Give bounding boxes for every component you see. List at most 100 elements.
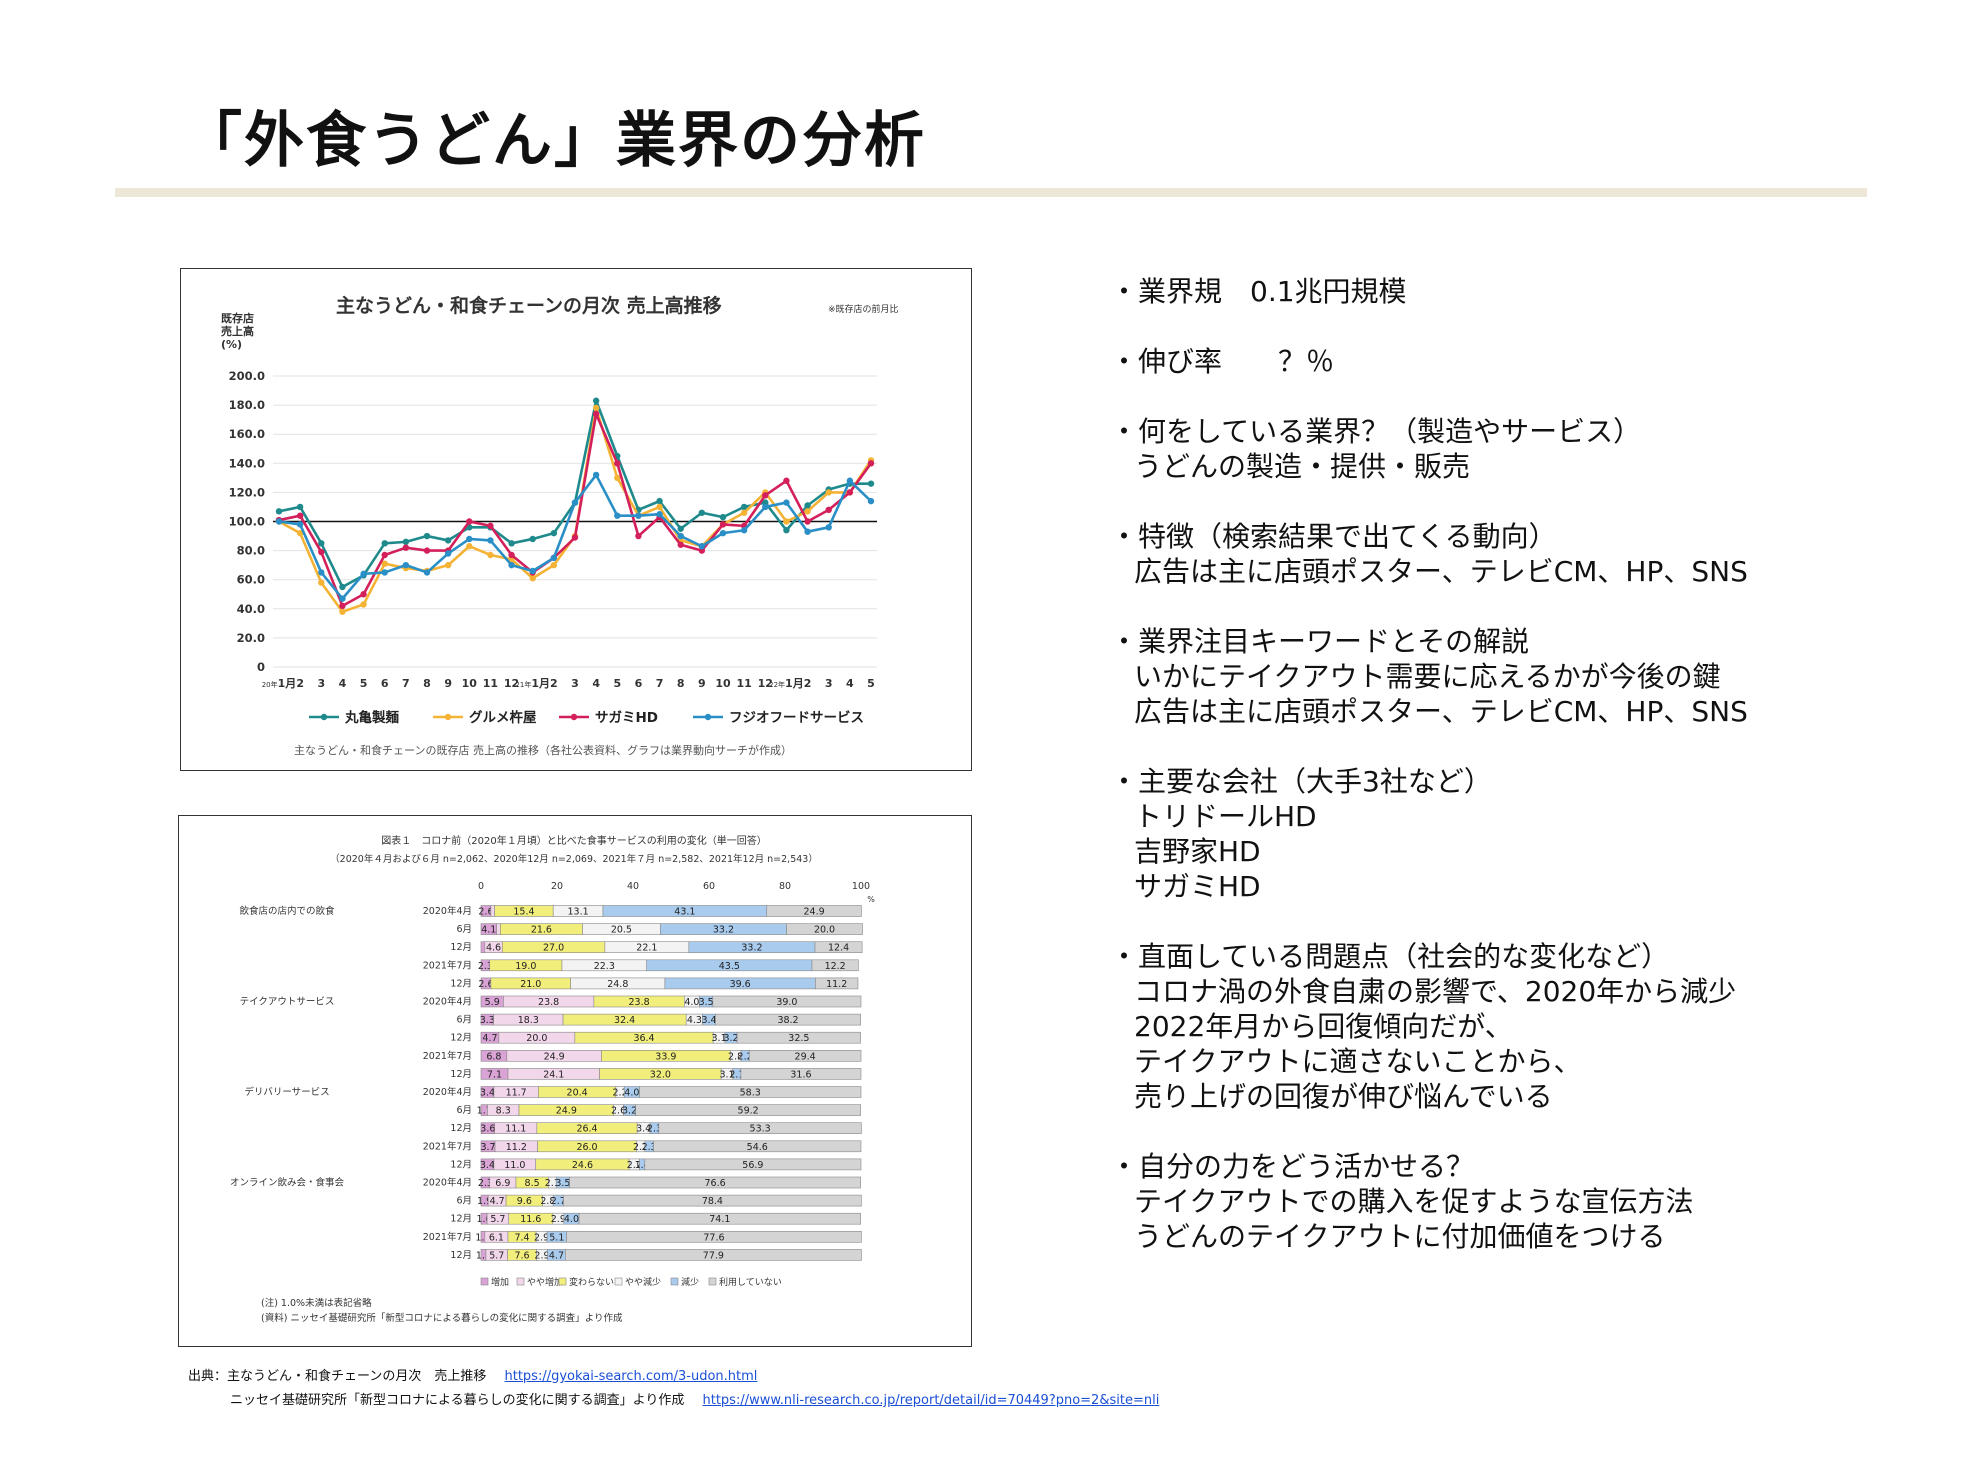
bar-segment-label: 4.6 xyxy=(486,943,501,954)
bar-row-label: 2020年4月 xyxy=(423,996,472,1008)
series-point xyxy=(318,548,325,556)
bar-x-tick-label: 100 xyxy=(852,881,870,892)
series-point xyxy=(867,497,875,505)
series-point xyxy=(635,532,642,540)
x-tick-label: 3 xyxy=(317,677,325,690)
bar-segment xyxy=(480,941,486,953)
series-point xyxy=(360,591,367,598)
bar-x-tick-label: 60 xyxy=(703,881,715,892)
series-point xyxy=(296,521,304,528)
legend-marker xyxy=(444,713,452,721)
series-point xyxy=(466,543,473,550)
series-line xyxy=(278,399,871,589)
series-point xyxy=(740,503,748,511)
bar-segment-label: 33.2 xyxy=(741,943,762,954)
bar-segment-label: 8.3 xyxy=(496,1106,511,1117)
x-tick-label: 2 xyxy=(296,677,304,690)
chart-title: 主なうどん・和食チェーンの月次 売上高推移 xyxy=(336,294,722,317)
bar-row-label: 2020年4月 xyxy=(423,1177,472,1189)
bar-legend-label: やや増加 xyxy=(527,1276,563,1288)
bar-legend-label: 減少 xyxy=(681,1276,699,1288)
bar-segment-label: 77.6 xyxy=(703,1232,724,1243)
sales-trend-svg: 主なうどん・和食チェーンの月次 売上高推移 ※既存店の前月比 既存店売上高(%)… xyxy=(221,294,899,757)
title-divider xyxy=(115,188,1867,197)
x-tick-label: 5 xyxy=(613,677,621,690)
bar-segment-label: 2.8 xyxy=(728,1051,743,1062)
bar-segment-label: 5.1 xyxy=(549,1232,564,1243)
legend-label: サガミHD xyxy=(595,710,658,726)
series-point xyxy=(529,575,536,582)
bar-segment-label: 58.3 xyxy=(740,1088,761,1099)
bar-x-tick-labels: 0 20 40 60 80 100% xyxy=(478,881,875,904)
bullet-heading: ・主要な会社（大手3社など） xyxy=(1110,765,1492,798)
y-axis-label-line: 既存店 xyxy=(221,311,254,325)
x-tick-label: 6 xyxy=(381,677,389,690)
y-tick-label: 20.0 xyxy=(237,631,265,645)
bar-legend-label: 増加 xyxy=(491,1276,509,1288)
series-point xyxy=(423,532,431,540)
series-point xyxy=(444,550,452,557)
bar-segment-label: 21.6 xyxy=(531,925,552,936)
bar-segment-label: 39.6 xyxy=(730,979,751,990)
bar-legend-swatch xyxy=(708,1277,717,1286)
series-point xyxy=(867,480,875,487)
bar-segment-label: 24.8 xyxy=(607,979,628,990)
series-point xyxy=(339,595,346,602)
bar-segment-label: 20.0 xyxy=(814,925,835,936)
bar-segment-label: 11.7 xyxy=(506,1088,527,1099)
bullet-detail: 売り上げの回復が伸び悩んでいる xyxy=(1134,1080,1553,1113)
bar-segment-label: 11.2 xyxy=(506,1142,527,1153)
bullet-item: ・自分の力をどう活かせる？ テイクアウトでの購入を促すような宣伝方法 うどんのテイク… xyxy=(1110,1149,1930,1254)
bar-segment-label: 24.9 xyxy=(544,1051,565,1062)
bar-segment-label: 22.3 xyxy=(594,961,615,972)
x-tick-label: 4 xyxy=(846,677,854,690)
y-axis-label-line: 売上高 xyxy=(221,324,254,338)
series-point xyxy=(635,512,642,519)
bar-segment-label: 2.1 xyxy=(545,1178,560,1189)
bar-segment-label: 1.3 xyxy=(476,1250,491,1261)
bar-row-label: 12月 xyxy=(450,978,472,989)
bar-segment-label: 78.4 xyxy=(702,1196,723,1207)
bar-segment-label: 2.7 xyxy=(551,1196,566,1207)
bar-segment xyxy=(786,923,863,935)
bar-x-unit: % xyxy=(867,895,875,904)
bar-segment-label: 2.3 xyxy=(478,961,493,972)
bar-segment-label: 12.4 xyxy=(828,943,849,954)
series-point xyxy=(296,512,304,519)
bar-legend-label: 利用していない xyxy=(719,1276,782,1288)
bullet-item: ・伸び率 ？％ xyxy=(1110,344,1930,379)
bar-segment-label: 2.9 xyxy=(551,1214,566,1225)
bar-segment-label: 20.5 xyxy=(611,925,632,936)
series-point xyxy=(402,538,410,546)
bar-segment-label: 4.3 xyxy=(687,1015,702,1026)
bar-segment-label: 74.1 xyxy=(709,1214,730,1225)
bar-segment-label: 2.9 xyxy=(534,1250,549,1261)
x-tick-label: 11 xyxy=(483,677,498,690)
series-point xyxy=(466,518,473,525)
bar-row-label: 12月 xyxy=(450,1033,472,1044)
bar-segment xyxy=(712,995,862,1008)
series-point xyxy=(677,532,684,540)
bar-segment-label: 3.2 xyxy=(622,1106,637,1117)
bar-row-label: 2021年7月 xyxy=(423,1140,472,1152)
y-tick-label: 100.0 xyxy=(229,515,265,529)
bar-segment xyxy=(766,905,862,917)
bar-segment-label: 6.9 xyxy=(495,1178,510,1189)
source-link-1[interactable]: https://gyokai-search.com/3-udon.html xyxy=(504,1369,758,1384)
bar-segment-label: 29.4 xyxy=(795,1051,816,1062)
source-link-2[interactable]: https://www.nli-research.co.jp/report/de… xyxy=(702,1393,1160,1408)
bar-segment-label: 4.7 xyxy=(482,1033,497,1044)
series-point xyxy=(444,537,452,544)
bar-row-label: 12月 xyxy=(450,1159,472,1170)
bullet-item: ・特徴（検索結果で出てくる動向） 広告は主に店頭ポスター、テレビCM、HP、SNS xyxy=(1110,519,1930,589)
bar-note: (資料) ニッセイ基礎研究所「新型コロナによる暮らしの変化に関する調査」より作成 xyxy=(261,1312,623,1324)
food-service-usage-chart: 図表１ コロナ前（2020年１月頃）と比べた食事サービスの利用の変化（単一回答）… xyxy=(178,815,972,1347)
series-point xyxy=(592,404,600,412)
bullet-detail: 広告は主に店頭ポスター、テレビCM、HP、SNS xyxy=(1134,695,1748,728)
bullet-item: ・業界規 0.1兆円規模 xyxy=(1110,274,1930,309)
series-point xyxy=(360,570,367,578)
series-point xyxy=(381,569,388,576)
bar-segment-label: 53.3 xyxy=(750,1124,771,1135)
bar-segment-label: 3.3 xyxy=(480,1015,495,1026)
